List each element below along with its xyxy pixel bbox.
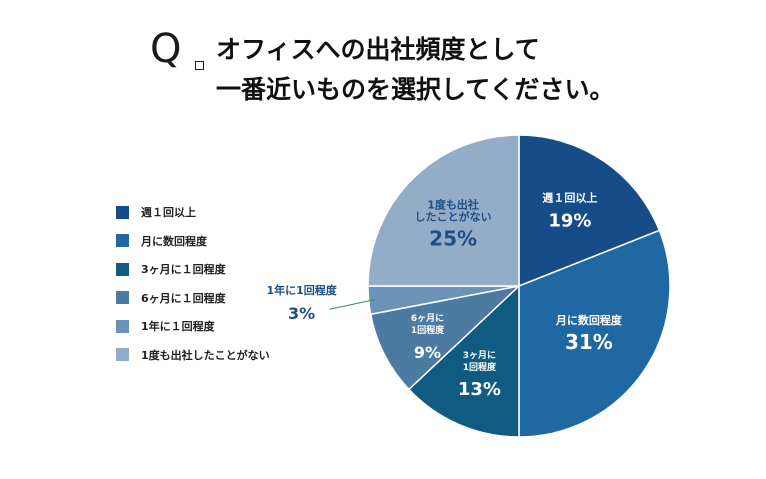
- legend-swatch: [116, 234, 129, 248]
- slice-value-label: 13%: [458, 379, 501, 400]
- slice-value-label: 31%: [565, 330, 613, 354]
- question-title-line-1: オフィスへの出社頻度として: [216, 35, 540, 64]
- pie-slice: [367, 134, 520, 287]
- question-mark-letter: Q: [150, 26, 182, 72]
- slice-label: 月に数回程度: [555, 313, 623, 327]
- slice-label: したことがない: [415, 210, 492, 224]
- slice-label: 1回程度: [411, 324, 445, 336]
- legend-swatch: [116, 348, 129, 362]
- leader-line: [329, 299, 375, 310]
- question-title-line-2: 一番近いものを選択してください。: [216, 75, 615, 104]
- legend-item: 6ヶ月に１回程度: [116, 284, 270, 313]
- pie-slice: [518, 134, 661, 288]
- pie-slice: [369, 284, 522, 391]
- slice-value-label: 3%: [288, 304, 315, 323]
- legend-item: 1度も出社したことがない: [116, 341, 270, 370]
- slice-label: 1度も出社: [427, 198, 479, 212]
- slice-label: 6ヶ月に: [411, 313, 444, 324]
- slice-label: 1回程度: [463, 361, 497, 373]
- legend-swatch: [116, 319, 129, 333]
- legend-item: 月に数回程度: [116, 227, 270, 256]
- slice-label: 1年に1回程度: [266, 283, 337, 297]
- legend-swatch: [116, 291, 129, 305]
- slice-value-label: 9%: [414, 343, 441, 362]
- slice-label: 週１回以上: [542, 191, 597, 205]
- legend-swatch: [116, 262, 129, 276]
- legend-label: 6ヶ月に１回程度: [141, 291, 226, 305]
- legend-item: 3ヶ月に１回程度: [116, 255, 270, 284]
- pie-slice: [518, 229, 671, 438]
- slice-label: 3ヶ月に: [463, 350, 496, 361]
- legend-swatch: [116, 205, 129, 219]
- slice-value-label: 19%: [548, 211, 591, 232]
- legend-label: 1年に１回程度: [141, 320, 215, 334]
- legend-label: 月に数回程度: [141, 234, 207, 248]
- question-title: オフィスへの出社頻度として 一番近いものを選択してください。: [216, 30, 666, 110]
- slice-value-label: 25%: [429, 227, 477, 251]
- legend-label: 1度も出社したことがない: [141, 348, 270, 362]
- legend-item: 週１回以上: [116, 198, 270, 227]
- pie-slice: [407, 284, 520, 438]
- legend-label: 週１回以上: [141, 206, 196, 220]
- question-mark-box: [195, 61, 204, 70]
- legend-label: 3ヶ月に１回程度: [141, 263, 226, 277]
- chart-legend: 週１回以上 月に数回程度 3ヶ月に１回程度 6ヶ月に１回程度 1年に１回程度 1…: [116, 198, 270, 369]
- legend-item: 1年に１回程度: [116, 312, 270, 341]
